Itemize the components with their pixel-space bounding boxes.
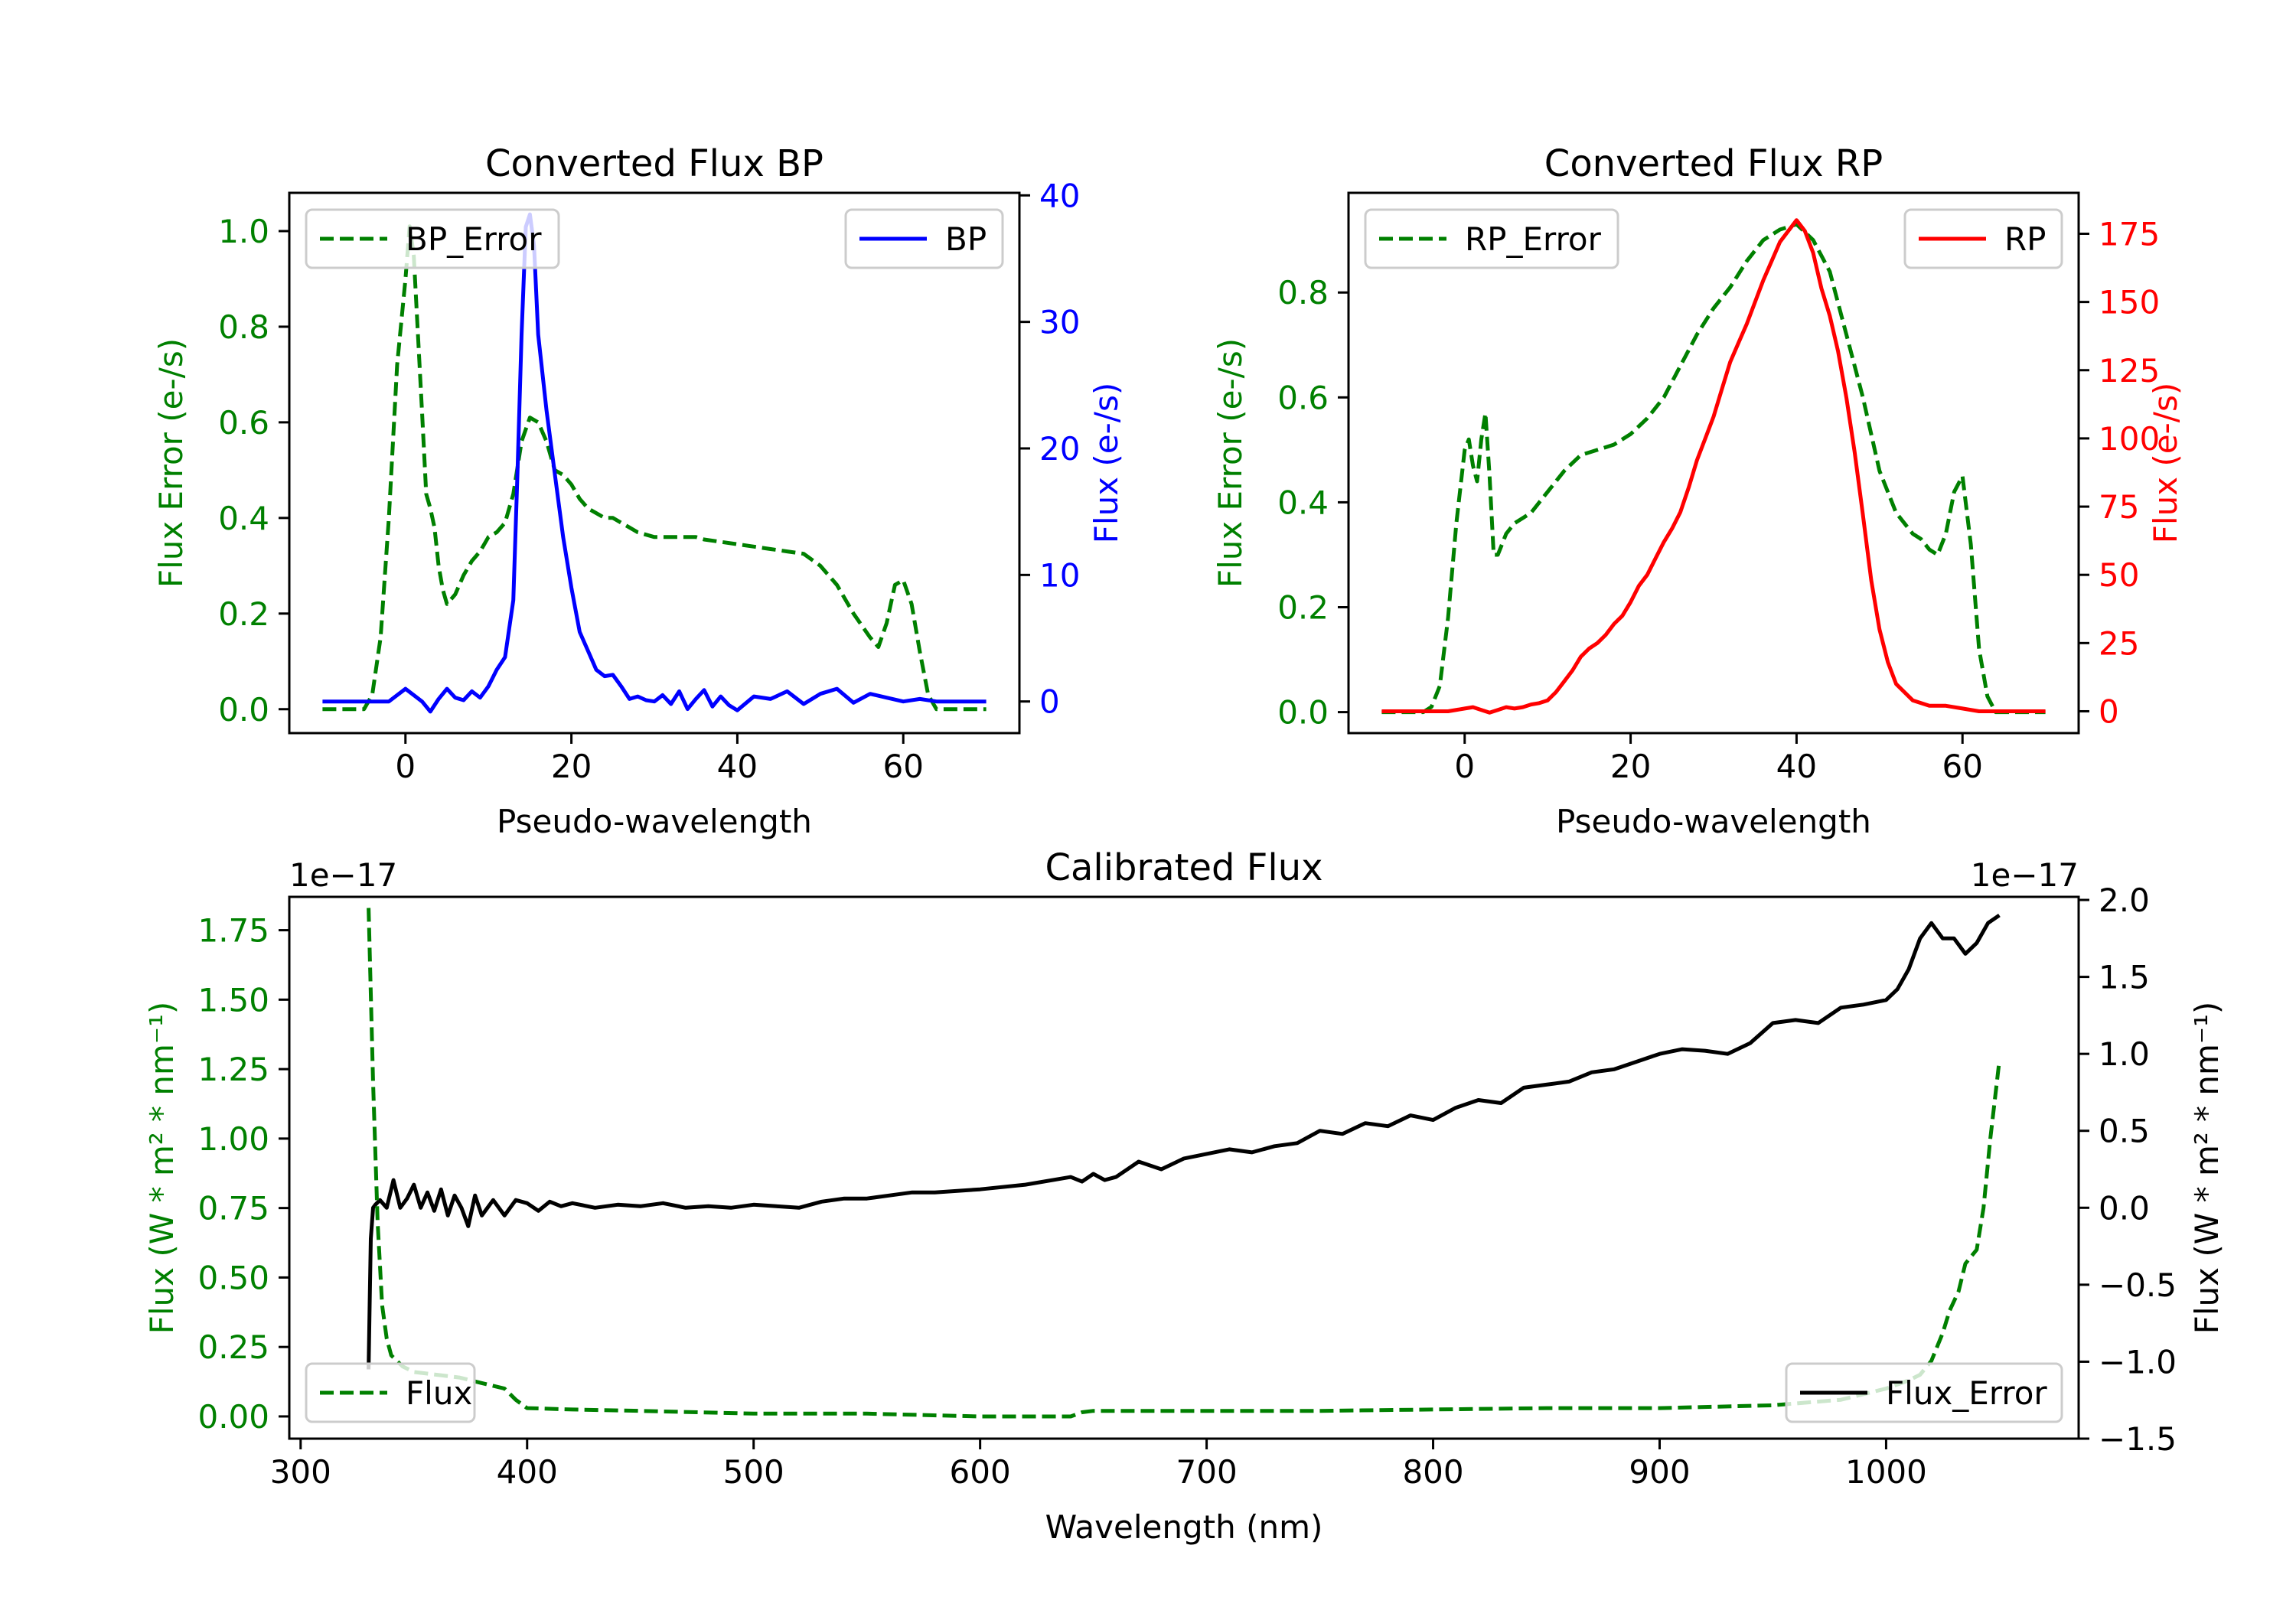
cal-offset-right: 1e−17 — [1971, 856, 2079, 894]
cal-y-right-tick-label: −0.5 — [2099, 1266, 2177, 1304]
bp-x-tick-label: 40 — [717, 748, 758, 785]
bp-y-right-tick-label: 10 — [1039, 556, 1080, 594]
cal-x-tick-label: 300 — [270, 1453, 331, 1491]
bp-y-left-tick-label: 0.6 — [218, 404, 269, 442]
bp-x-tick-label: 60 — [883, 748, 924, 785]
rp-plot-frame — [1347, 191, 2080, 735]
cal-offset-left: 1e−17 — [289, 856, 397, 894]
bp-series-bp-error-line — [322, 224, 987, 712]
bp-y-left-tick-label: 0.8 — [218, 308, 269, 346]
rp-chart: 0 20 40 60 0.0 0.2 0.4 0.6 0.8 0 25 50 75 100 125 150 17… — [1212, 142, 2184, 840]
bp-y-right-tick-label: 0 — [1039, 683, 1060, 721]
rp-x-axis-label: Pseudo-wavelength — [1556, 803, 1871, 840]
cal-x-tick-label: 600 — [950, 1453, 1011, 1491]
bp-y-left-tick-label: 1.0 — [218, 213, 269, 250]
bp-legend-left-label: BP_Error — [406, 220, 542, 258]
rp-y-right-tick-label: 25 — [2099, 624, 2139, 662]
cal-legend-left: Flux — [305, 1362, 476, 1423]
cal-y-right-axis-label: Flux (W * m² * nm⁻¹) — [2188, 1002, 2226, 1335]
cal-y-left-tick-label: 0.75 — [197, 1190, 269, 1227]
cal-y-left-tick-label: 0.50 — [197, 1259, 269, 1296]
rp-y-right-axis-label: Flux (e-/s) — [2147, 383, 2184, 543]
rp-y-right-tick-label: 100 — [2099, 420, 2160, 458]
rp-legend-left-label: RP_Error — [1465, 220, 1602, 258]
cal-y-left-tick-label: 1.50 — [197, 981, 269, 1019]
cal-y-right-tick-label: 0.5 — [2099, 1113, 2150, 1150]
rp-y-left-tick-label: 0.6 — [1277, 379, 1329, 416]
bp-chart: 0 20 40 60 0.0 0.2 0.4 0.6 0.8 1.0 0 10 20 30 40 Conver… — [152, 142, 1125, 840]
bp-y-left-tick-label: 0.0 — [218, 691, 269, 729]
rp-y-right-tick-label: 0 — [2099, 693, 2119, 730]
bp-x-axis-label: Pseudo-wavelength — [497, 803, 812, 840]
rp-x-tick-label: 60 — [1942, 748, 1983, 785]
bp-y-right-tick-label: 20 — [1039, 430, 1080, 468]
cal-chart-title: Calibrated Flux — [1045, 846, 1322, 889]
bp-y-right-tick-label: 40 — [1039, 177, 1080, 214]
bp-y-left-axis-label: Flux Error (e-/s) — [152, 338, 190, 588]
rp-legend-right-label: RP — [2004, 220, 2047, 258]
cal-x-tick-label: 400 — [497, 1453, 558, 1491]
rp-y-right-tick-label: 50 — [2099, 556, 2139, 594]
cal-plot-frame — [288, 895, 2080, 1440]
bp-legend-right-label: BP — [945, 220, 987, 258]
cal-y-right-tick-label: −1.0 — [2099, 1343, 2177, 1380]
rp-chart-title: Converted Flux RP — [1544, 142, 1883, 185]
bp-series-bp-line — [322, 212, 987, 714]
rp-y-left-tick-label: 0.2 — [1277, 588, 1329, 626]
cal-y-right-tick-label: 1.5 — [2099, 959, 2150, 996]
rp-legend-left: RP_Error — [1364, 208, 1619, 269]
cal-chart: 300 400 500 600 700 800 900 1000 0.00 0.25 0.50 0.7… — [143, 846, 2226, 1546]
cal-x-tick-label: 800 — [1402, 1453, 1463, 1491]
cal-x-axis-label: Wavelength (nm) — [1045, 1508, 1323, 1546]
cal-y-left-tick-label: 0.00 — [197, 1398, 269, 1436]
rp-y-left-tick-label: 0.0 — [1277, 694, 1329, 732]
bp-legend-left: BP_Error — [305, 208, 560, 269]
bp-plot-frame — [288, 191, 1021, 735]
rp-legend-right: RP — [1903, 208, 2063, 269]
rp-y-left-tick-label: 0.4 — [1277, 484, 1329, 521]
cal-y-right-tick-label: 1.0 — [2099, 1035, 2150, 1073]
rp-y-left-tick-label: 0.8 — [1277, 274, 1329, 311]
cal-y-right-tick-label: −1.5 — [2099, 1420, 2177, 1458]
rp-x-tick-label: 20 — [1610, 748, 1651, 785]
cal-y-left-axis-label: Flux (W * m² * nm⁻¹) — [143, 1002, 181, 1335]
rp-y-right-tick-label: 175 — [2099, 215, 2160, 253]
bp-y-right-tick-label: 30 — [1039, 304, 1080, 341]
cal-legend-right: Flux_Error — [1785, 1362, 2063, 1423]
bp-x-tick-label: 0 — [395, 748, 416, 785]
cal-y-right-tick-label: 2.0 — [2099, 882, 2150, 919]
cal-x-tick-label: 500 — [723, 1453, 784, 1491]
bp-y-right-axis-label: Flux (e-/s) — [1088, 383, 1125, 543]
bp-x-tick-label: 20 — [551, 748, 592, 785]
rp-legend-left-frame — [1364, 208, 1619, 269]
cal-y-right-tick-label: 0.0 — [2099, 1189, 2150, 1227]
rp-x-tick-label: 40 — [1776, 748, 1817, 785]
rp-y-left-axis-label: Flux Error (e-/s) — [1212, 338, 1249, 588]
cal-y-left-tick-label: 1.25 — [197, 1051, 269, 1088]
cal-series-flux-line — [367, 914, 2001, 1370]
rp-y-right-tick-label: 75 — [2099, 488, 2139, 526]
cal-legend-left-label: Flux — [406, 1374, 472, 1412]
cal-legend-left-frame — [305, 1362, 476, 1423]
cal-series-flux-error-line — [367, 908, 2001, 1419]
bp-y-left-tick-label: 0.4 — [218, 500, 269, 537]
cal-legend-right-frame — [1785, 1362, 2063, 1423]
rp-y-right-tick-label: 150 — [2099, 284, 2160, 321]
rp-series-rp-line — [1381, 218, 2046, 715]
cal-y-left-tick-label: 0.25 — [197, 1328, 269, 1366]
cal-y-left-tick-label: 1.00 — [197, 1120, 269, 1158]
cal-y-left-tick-label: 1.75 — [197, 912, 269, 950]
rp-y-right-tick-label: 125 — [2099, 352, 2160, 390]
cal-x-tick-label: 700 — [1176, 1453, 1238, 1491]
bp-y-left-tick-label: 0.2 — [218, 595, 269, 633]
cal-x-tick-label: 1000 — [1845, 1453, 1927, 1491]
rp-series-rp-error-line — [1381, 222, 2046, 715]
bp-legend-left-frame — [305, 208, 560, 269]
cal-x-tick-label: 900 — [1629, 1453, 1690, 1491]
bp-legend-right: BP — [844, 208, 1004, 269]
rp-x-tick-label: 0 — [1454, 748, 1475, 785]
cal-legend-right-label: Flux_Error — [1886, 1374, 2047, 1412]
bp-chart-title: Converted Flux BP — [485, 142, 823, 185]
